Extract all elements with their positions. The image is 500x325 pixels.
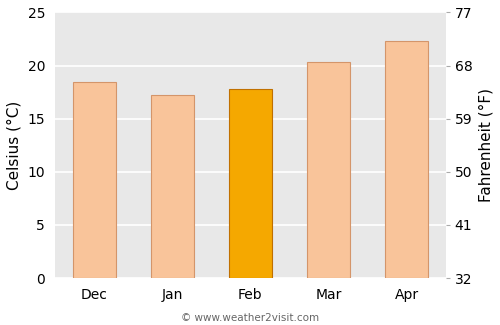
Bar [307,62,350,278]
Bar [385,41,428,278]
Text: © www.weather2visit.com: © www.weather2visit.com [181,313,319,323]
Bar [150,95,194,278]
Bar [229,89,272,278]
Y-axis label: Fahrenheit (°F): Fahrenheit (°F) [478,88,493,202]
Bar [72,82,116,278]
Y-axis label: Celsius (°C): Celsius (°C) [7,101,22,190]
